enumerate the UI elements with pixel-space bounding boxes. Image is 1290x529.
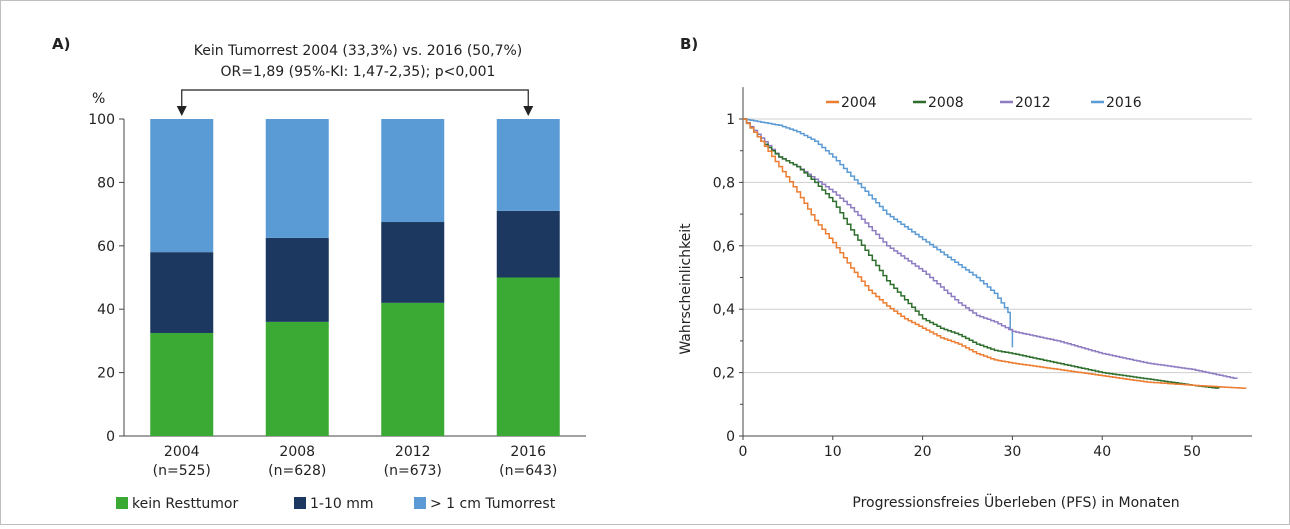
panel-a-category-sublabel: (n=643)	[499, 463, 557, 479]
panel-b-x-tick-label: 20	[914, 444, 932, 460]
panel-b-y-tick-label: 0,8	[713, 175, 735, 191]
legend-label-kein-resttumor: kein Resttumor	[132, 496, 238, 512]
panel-b-x-tick-label: 0	[739, 444, 748, 460]
panel-b-y-axis-label: Wahrscheinlichkeit	[678, 223, 694, 355]
bar-segment	[496, 277, 560, 436]
panel-a-bars	[150, 119, 560, 436]
panel-b-label: B)	[680, 35, 698, 53]
panel-a-category-sublabel: (n=525)	[153, 463, 211, 479]
panel-b-x-tick-label: 10	[824, 444, 842, 460]
bar-segment	[496, 210, 560, 278]
legend-label-2016: 2016	[1106, 95, 1142, 111]
bar-segment	[265, 237, 329, 322]
panel-b-x-tick-label: 30	[1003, 444, 1021, 460]
bar-segment	[265, 321, 329, 436]
panel-b-y-tick-label: 0	[726, 429, 735, 445]
panel-a-y-tick-label: 0	[106, 429, 115, 445]
bar-segment	[381, 302, 445, 436]
panel-b-x-tick-label: 40	[1093, 444, 1111, 460]
legend-label-over-1cm: > 1 cm Tumorrest	[430, 496, 556, 512]
legend-label-2004: 2004	[841, 95, 877, 111]
km-curve-2004	[743, 118, 1247, 389]
panel-a-category-label: 2012	[395, 444, 431, 460]
bar-segment	[265, 119, 329, 238]
km-curve-2016	[743, 118, 1014, 348]
legend-label-1-10mm: 1-10 mm	[310, 496, 374, 512]
panel-a-y-tick-label: 20	[97, 366, 115, 382]
km-curve-2008	[743, 118, 1220, 389]
bar-segment	[496, 119, 560, 211]
bar-segment	[150, 332, 214, 436]
legend-label-2008: 2008	[928, 95, 964, 111]
panel-b-x-axis-label: Progressionsfreies Überleben (PFS) in Mo…	[852, 493, 1179, 511]
panel-a-category-label: 2008	[279, 444, 315, 460]
panel-b-y-tick-label: 0,4	[713, 302, 735, 318]
bracket-arrow-right	[523, 106, 534, 116]
bracket-line	[181, 89, 529, 106]
panel-a-y-unit: %	[92, 91, 105, 107]
panel-a-y-tick-label: 100	[88, 112, 115, 128]
panel-a-category-label: 2016	[510, 444, 546, 460]
panel-a-category-label: 2004	[164, 444, 200, 460]
bar-segment	[381, 222, 445, 303]
panel-b-y-tick-label: 0,2	[713, 366, 735, 382]
legend-swatch-1-10mm	[294, 497, 306, 509]
panel-b-y-tick-label: 0,6	[713, 239, 735, 255]
panel-b-lines	[743, 118, 1247, 389]
panel-a-axes: 0 20 40 60 80 100 2004 (n=525) 2008 (n=628) 2012 (n…	[88, 112, 586, 479]
km-curve-2012	[743, 118, 1238, 379]
panel-a-legend: kein Resttumor 1-10 mm > 1 cm Tumorrest	[116, 496, 556, 512]
panel-a-y-tick-label: 40	[97, 302, 115, 318]
panel-a-label: A)	[52, 35, 70, 53]
bar-segment	[381, 119, 445, 223]
bracket-arrow-left	[176, 106, 187, 116]
panel-a-comparison-bracket	[176, 89, 534, 116]
panel-b-legend: 2004 2008 2012 2016	[826, 95, 1142, 111]
panel-a-category-sublabel: (n=628)	[268, 463, 326, 479]
panel-a-y-tick-label: 80	[97, 175, 115, 191]
panel-b-y-tick-label: 1	[726, 112, 735, 128]
panel-a-annotation-line2: OR=1,89 (95%-KI: 1,47-2,35); p<0,001	[221, 64, 496, 80]
panel-b-x-tick-label: 50	[1183, 444, 1201, 460]
panel-b-axes: 00,20,40,60,810 10 20 30 40 50	[713, 87, 1252, 460]
bar-segment	[150, 252, 214, 333]
bar-segment	[150, 119, 214, 253]
panel-a-category-sublabel: (n=673)	[384, 463, 442, 479]
legend-swatch-over-1cm	[414, 497, 426, 509]
panel-a-annotation-line1: Kein Tumorrest 2004 (33,3%) vs. 2016 (50…	[194, 43, 523, 59]
legend-swatch-kein-resttumor	[116, 497, 128, 509]
panel-a-y-tick-label: 60	[97, 239, 115, 255]
legend-label-2012: 2012	[1015, 95, 1051, 111]
